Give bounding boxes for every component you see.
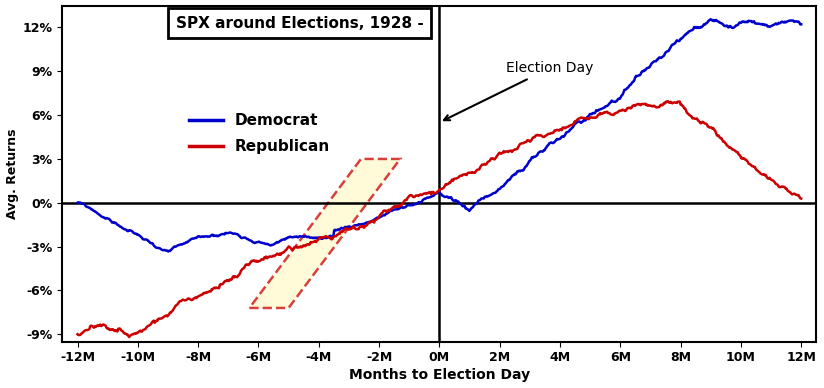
Y-axis label: Avg. Returns: Avg. Returns <box>6 128 19 219</box>
Polygon shape <box>250 159 400 308</box>
Legend: Democrat, Republican: Democrat, Republican <box>183 107 336 160</box>
Text: SPX around Elections, 1928 -: SPX around Elections, 1928 - <box>176 16 424 31</box>
Text: Election Day: Election Day <box>444 61 593 120</box>
X-axis label: Months to Election Day: Months to Election Day <box>349 369 530 383</box>
